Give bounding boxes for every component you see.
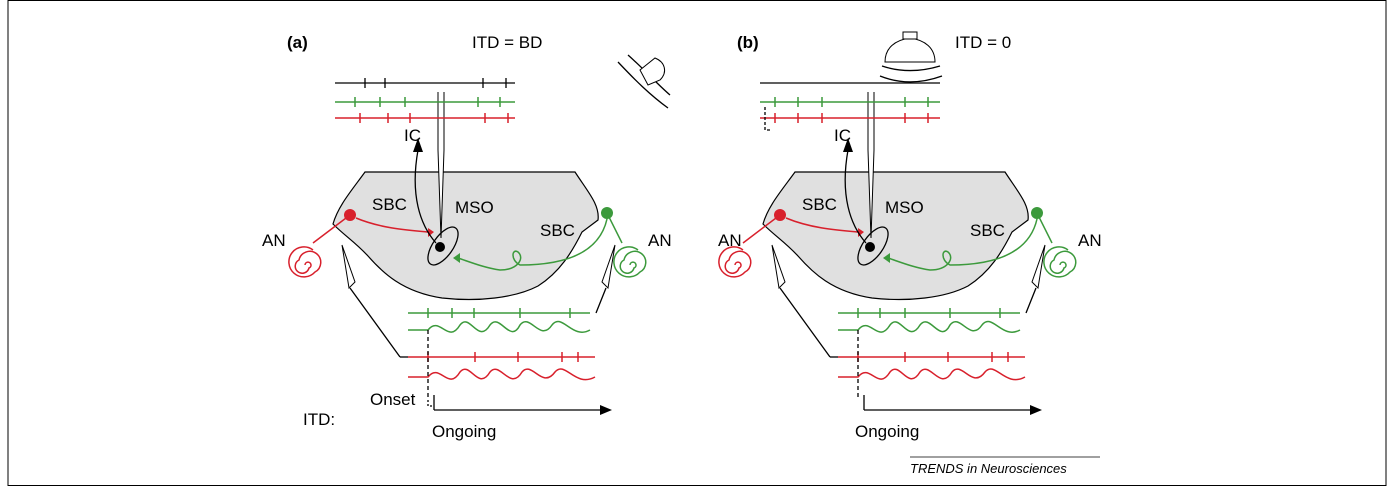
- sbc-label: SBC: [802, 195, 837, 214]
- ongoing-label: Ongoing: [855, 422, 919, 441]
- an-label: AN: [262, 231, 286, 250]
- panel-a-diagram: [289, 92, 646, 415]
- sbc-label: SBC: [970, 221, 1005, 240]
- condition: ITD = BD: [472, 33, 542, 52]
- mso-label: MSO: [455, 198, 494, 217]
- ic-label: IC: [404, 126, 421, 145]
- sbc-label: SBC: [372, 195, 407, 214]
- itd-label: ITD:: [303, 410, 335, 429]
- ic-label: IC: [834, 126, 851, 145]
- mso-label: MSO: [885, 198, 924, 217]
- frame: [8, 1, 1386, 486]
- panel-label: (a): [287, 33, 308, 52]
- panel-label: (b): [737, 33, 759, 52]
- sbc-label: SBC: [540, 221, 575, 240]
- condition: ITD = 0: [955, 33, 1011, 52]
- an-label: AN: [1078, 231, 1102, 250]
- an-label: AN: [648, 231, 672, 250]
- onset-label: Onset: [370, 390, 416, 409]
- ongoing-label: Ongoing: [432, 422, 496, 441]
- figure: (a) ITD = BD IC MSO SBC SBC AN AN ITD: O…: [0, 0, 1394, 486]
- footer: TRENDS in Neurosciences: [910, 461, 1067, 476]
- an-label: AN: [718, 231, 742, 250]
- panel-b-diagram: [719, 92, 1076, 415]
